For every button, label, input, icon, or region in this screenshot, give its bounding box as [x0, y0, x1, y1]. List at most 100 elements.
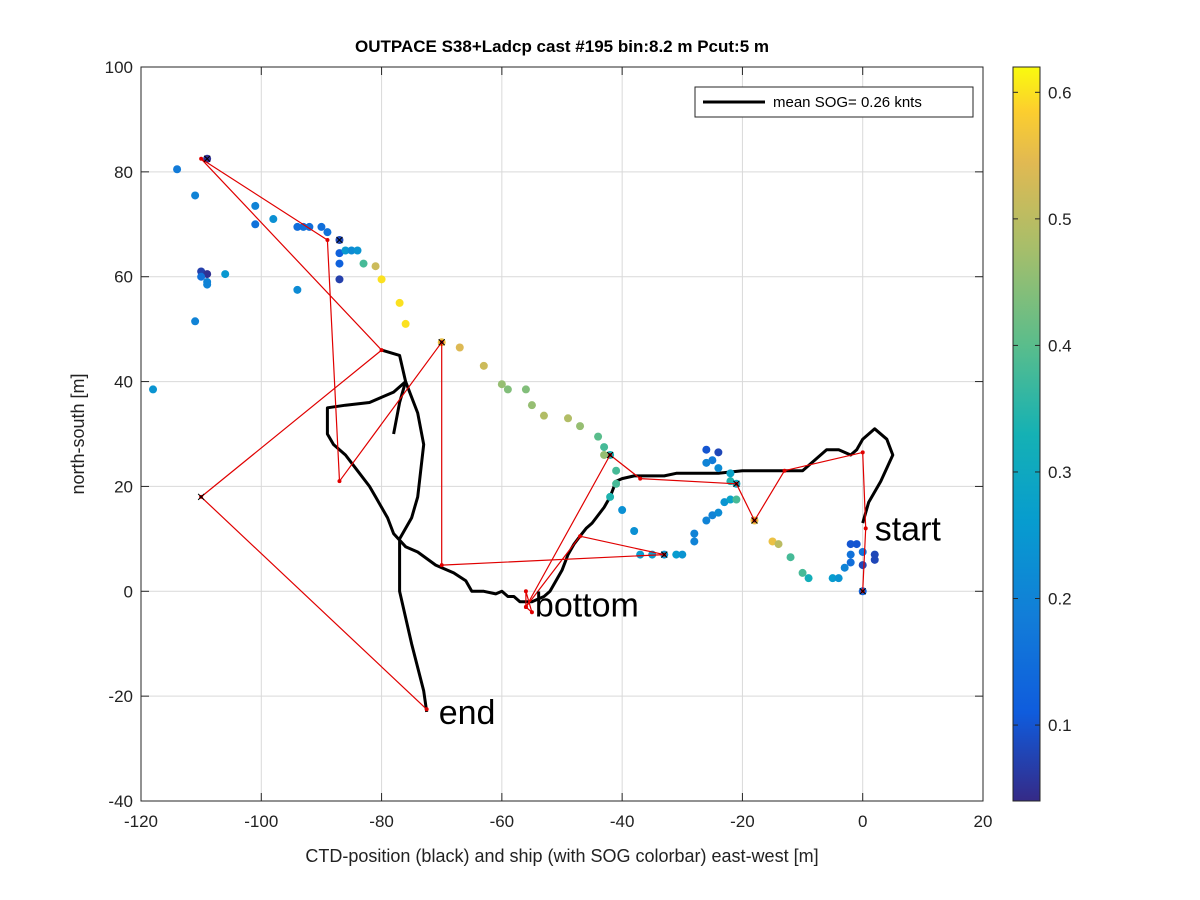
annotations: start bottom end: [439, 510, 942, 732]
ship-point: [251, 220, 260, 229]
link-point: [337, 479, 342, 484]
ship-point: [497, 380, 506, 389]
ship-point: [323, 228, 332, 237]
colorbar-tick-label: 0.6: [1048, 83, 1072, 102]
link-point: [529, 610, 534, 615]
annotation-end: end: [439, 694, 496, 732]
ship-point: [708, 511, 717, 520]
link-point: [782, 468, 787, 473]
ship-point: [149, 385, 158, 394]
plot-background: [141, 67, 983, 801]
ship-point: [293, 285, 302, 294]
ship-point: [726, 495, 735, 504]
ship-point: [293, 222, 302, 231]
ship-point: [870, 555, 879, 564]
ship-point: [305, 222, 314, 231]
ship-point: [197, 272, 206, 281]
link-point: [578, 534, 583, 539]
station-marker: [660, 551, 668, 558]
data-points: [149, 154, 879, 596]
ship-point: [702, 458, 711, 467]
x-tick-label: -20: [730, 812, 755, 831]
colorbar-tick-label: 0.5: [1048, 210, 1072, 229]
ship-point: [828, 574, 837, 583]
station-marker: [203, 155, 211, 163]
colorbar: 0.1 0.2 0.3 0.4 0.5 0.6: [1012, 66, 1072, 802]
station-marker: [606, 451, 614, 459]
ship-point: [774, 540, 783, 549]
ship-point: [702, 445, 711, 454]
ship-point: [798, 568, 807, 577]
ship-point: [173, 165, 182, 174]
ship-point: [858, 561, 867, 570]
marker-stroke: [859, 587, 867, 595]
ship-point: [618, 506, 627, 515]
station-marker: [438, 338, 446, 346]
ship-point: [359, 259, 368, 268]
ship-point: [690, 537, 699, 546]
y-tick-label: 0: [124, 582, 133, 601]
ship-point: [726, 469, 735, 478]
ship-point: [612, 466, 621, 475]
marker-stroke: [438, 338, 446, 346]
link-point: [523, 605, 528, 610]
ship-point: [353, 246, 362, 255]
ship-point: [702, 516, 711, 525]
link-point: [863, 526, 868, 531]
ship-point: [341, 246, 350, 255]
link-point: [439, 563, 444, 568]
ship-point: [834, 574, 843, 583]
ship-point: [858, 547, 867, 556]
ship-point: [600, 443, 609, 452]
ship-point: [612, 479, 621, 488]
link-point: [199, 156, 204, 161]
ship-point: [521, 385, 530, 394]
ship-point: [347, 246, 356, 255]
ship-point: [732, 495, 741, 504]
ctd-track-line: [381, 348, 408, 435]
ship-point: [401, 319, 410, 328]
data-markers: [197, 155, 868, 712]
x-tick-label: 20: [974, 812, 993, 831]
ship-point: [708, 456, 717, 465]
y-tick-label: 60: [114, 268, 133, 287]
ship-point: [690, 529, 699, 538]
annotation-start: start: [875, 510, 942, 548]
ship-point: [299, 222, 308, 231]
chart-title: OUTPACE S38+Ladcp cast #195 bin:8.2 m Pc…: [355, 37, 769, 56]
ship-point: [630, 526, 639, 535]
plot-area: [141, 67, 983, 801]
ship-point: [221, 270, 230, 279]
x-tick-label: 0: [858, 812, 867, 831]
station-marker: [197, 493, 205, 501]
axes: -120 -100 -80 -60 -40 -20 0 20 -40 -20 0 20 40 60 80 10…: [105, 58, 993, 831]
ship-point: [503, 385, 512, 394]
ship-point: [714, 448, 723, 457]
y-tick-label: 80: [114, 163, 133, 182]
ship-point: [191, 317, 200, 326]
ship-point: [720, 498, 729, 507]
ship-point: [564, 414, 573, 423]
y-tick-label: 40: [114, 373, 133, 392]
x-tick-label: -80: [369, 812, 394, 831]
legend-entry: mean SOG= 0.26 knts: [773, 94, 922, 111]
marker-stroke: [606, 451, 614, 459]
ship-point: [768, 537, 777, 546]
x-tick-label: -120: [124, 812, 158, 831]
ship-point: [576, 422, 585, 431]
marker-stroke: [751, 517, 758, 524]
station-marker: [733, 480, 740, 488]
ship-point: [377, 275, 386, 284]
ship-point: [317, 222, 326, 231]
ship-point: [672, 550, 681, 559]
ship-point: [395, 298, 404, 307]
link-point: [860, 450, 865, 455]
ship-point: [636, 550, 645, 559]
legend: mean SOG= 0.26 knts: [694, 86, 974, 118]
ship-point: [846, 558, 855, 567]
ship-point: [714, 464, 723, 473]
station-marker: [751, 517, 758, 524]
x-tick-label: -60: [490, 812, 515, 831]
ship-point: [786, 553, 795, 562]
